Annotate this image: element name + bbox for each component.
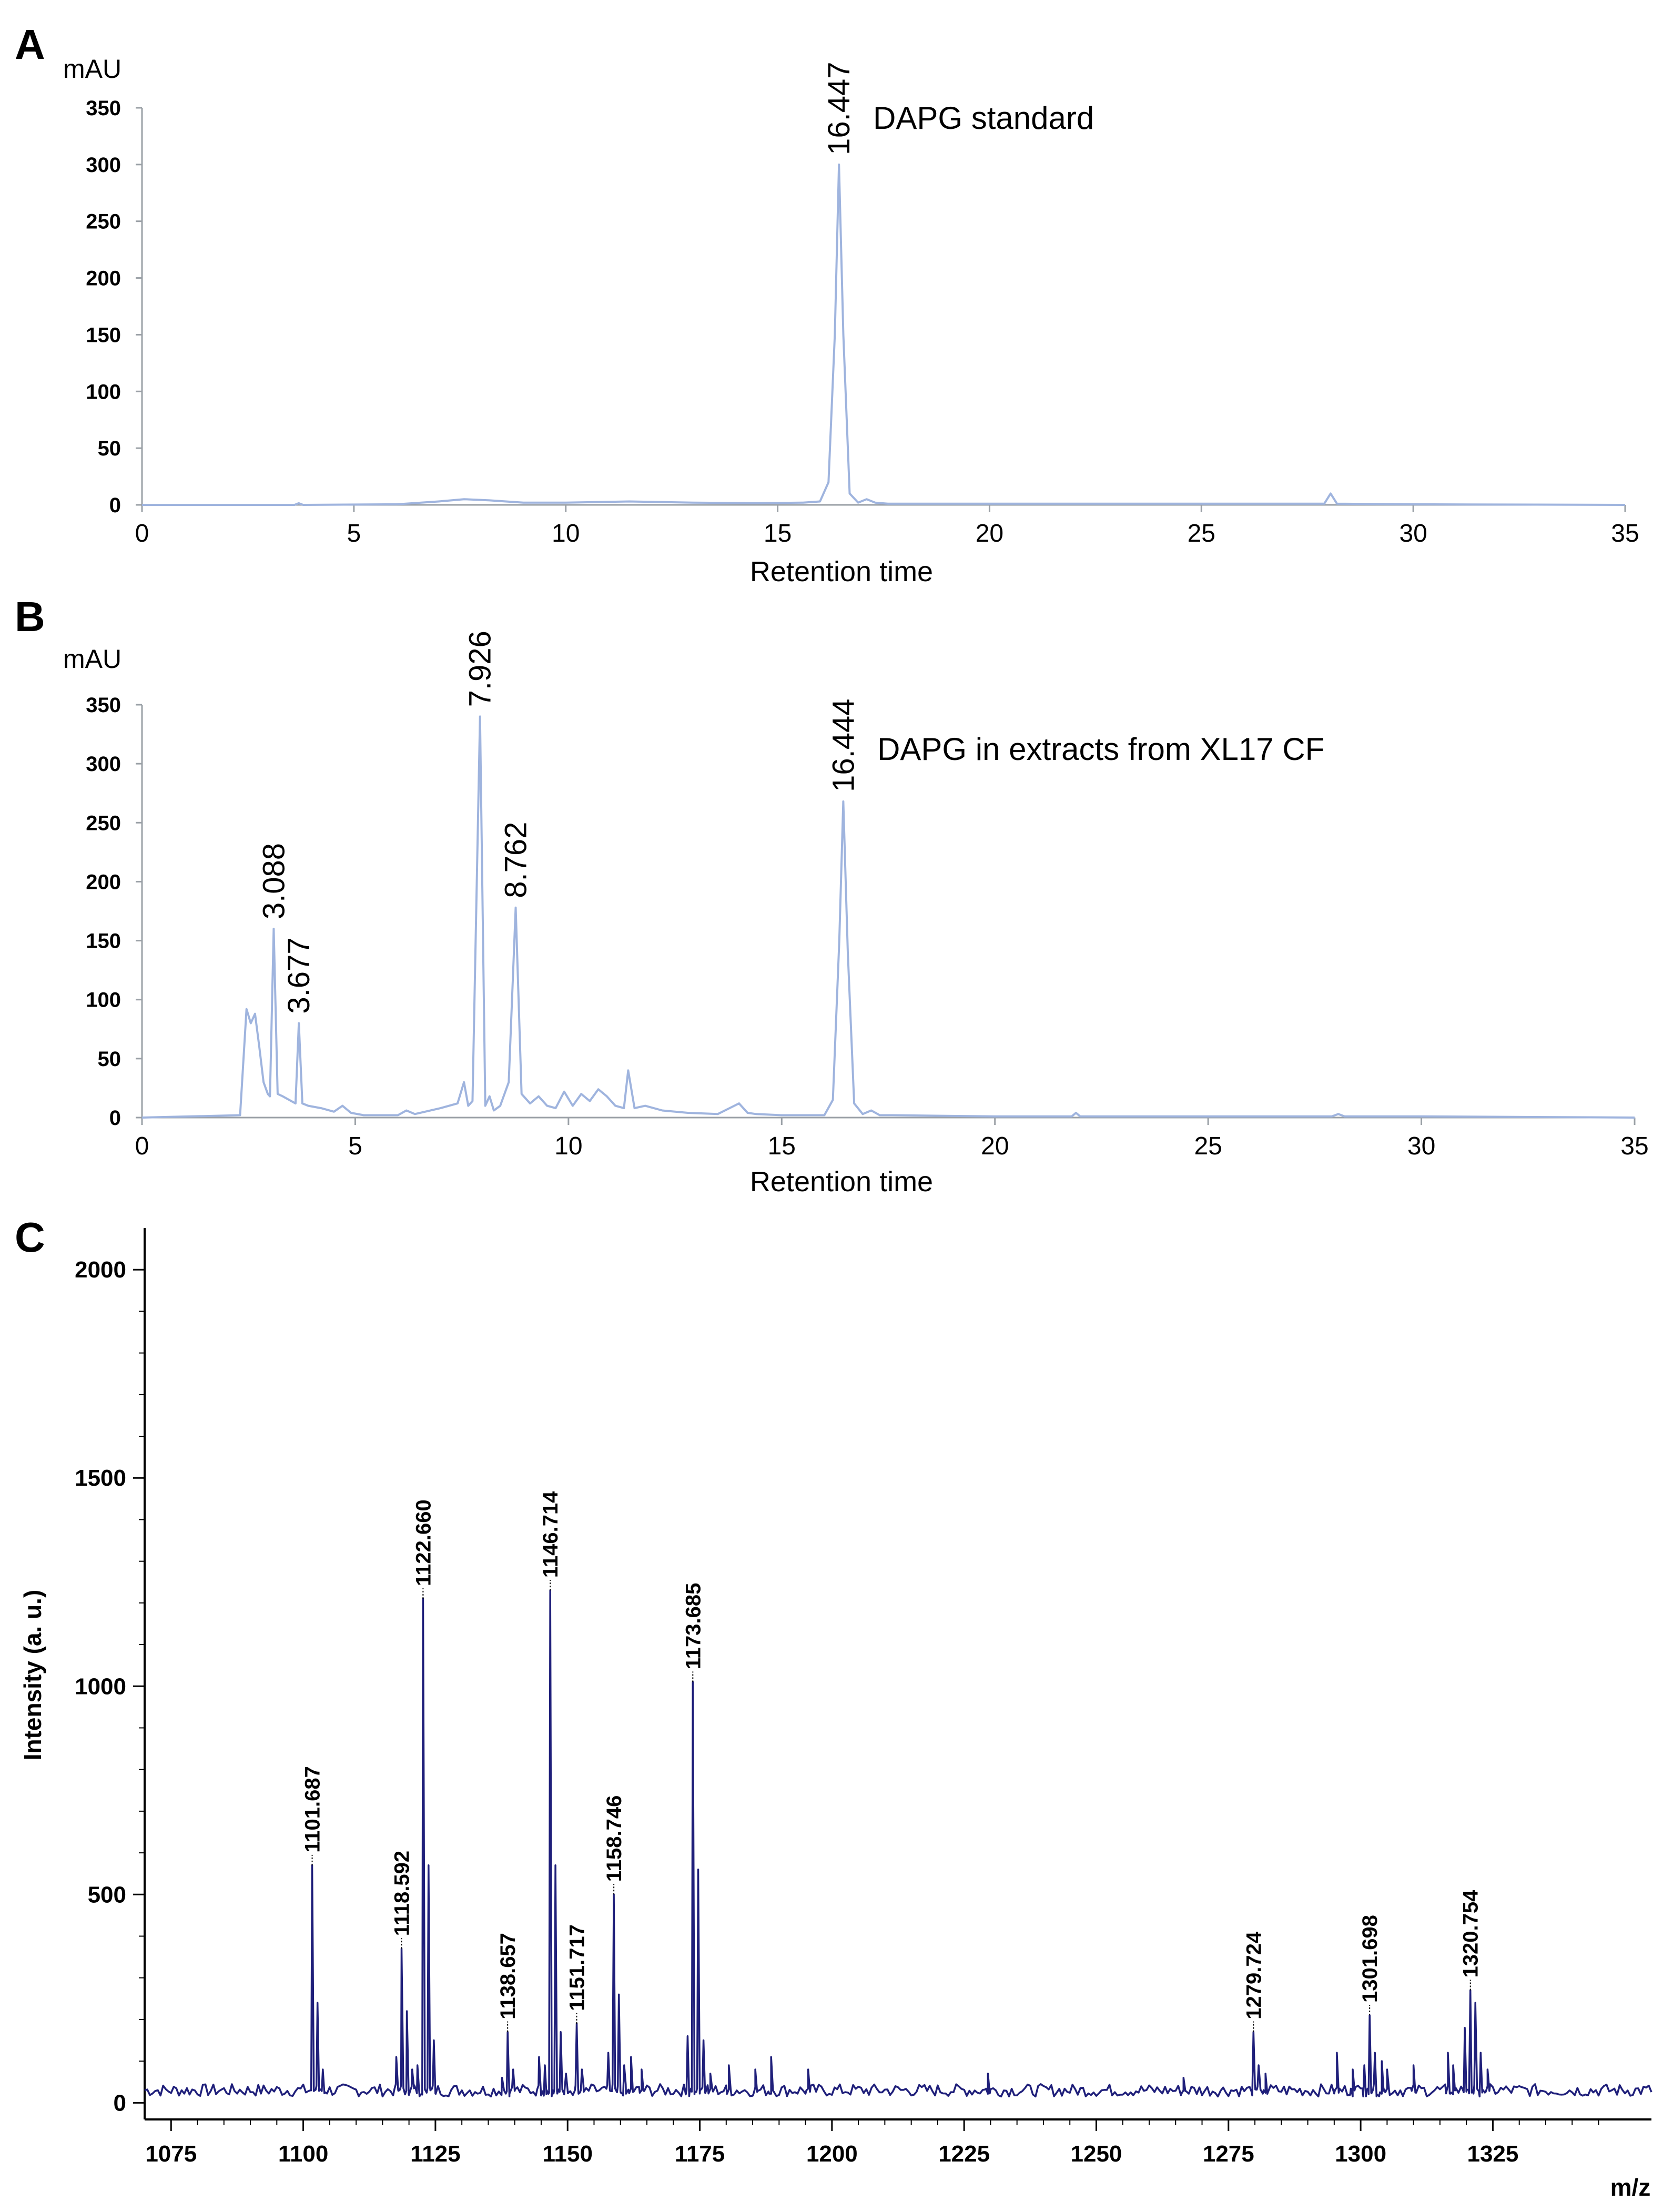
peak-label: 1146.714 — [539, 1491, 562, 1578]
x-tick-label: 35 — [1611, 520, 1639, 547]
panel-a-peak-labels: 16.447 — [822, 62, 856, 155]
peak-label: 1151.717 — [566, 1924, 589, 2011]
x-tick-label: 0 — [135, 520, 149, 547]
panel-c-x-ticks: 1075 1100 1125 1150 1175 1200 1225 1250 1275 1300… — [145, 2119, 1599, 2167]
panel-c-y-ticks: 0 500 1000 1500 2000 — [75, 1257, 145, 2116]
panel-b-y-unit: mAU — [63, 644, 121, 674]
x-tick-label: 10 — [554, 1132, 582, 1160]
y-tick-label: 350 — [86, 694, 121, 717]
x-tick-label: 10 — [552, 520, 580, 547]
peak-label: 1122.660 — [412, 1499, 435, 1586]
y-tick-label: 200 — [86, 267, 121, 290]
panel-a-y-ticks: 0 50 100 150 200 250 300 350 — [86, 97, 142, 517]
peak-label: 3.088 — [257, 843, 291, 919]
x-tick-label: 1100 — [278, 2141, 328, 2167]
panel-c-letter: C — [15, 1214, 45, 1261]
x-tick-label: 1325 — [1467, 2141, 1518, 2167]
y-tick-label: 150 — [86, 323, 121, 347]
panel-b-trace — [141, 715, 1635, 1119]
y-tick-label: 2000 — [75, 1257, 126, 1283]
peak-label: 1118.592 — [391, 1851, 414, 1936]
peak-label: 7.926 — [463, 631, 498, 707]
panel-b-peak-labels: 3.088 3.677 7.926 8.762 16.444 — [257, 631, 860, 1013]
x-tick-label: 20 — [976, 520, 1003, 547]
y-tick-label: 150 — [86, 930, 121, 953]
x-tick-label: 1200 — [806, 2141, 858, 2167]
x-tick-label: 5 — [348, 1132, 362, 1160]
panel-b-chromatogram: B mAU 0 50 100 150 200 250 300 350 0 5 10 15 20 25 30… — [15, 593, 1649, 1198]
x-tick-label: 30 — [1399, 520, 1427, 547]
panel-c-y-label: Intensity (a. u.) — [19, 1590, 46, 1761]
y-tick-label: 300 — [86, 154, 121, 177]
y-tick-label: 0 — [109, 494, 121, 517]
y-tick-label: 50 — [98, 437, 121, 460]
y-tick-label: 350 — [86, 97, 121, 120]
panel-b-x-ticks: 0 5 10 15 20 25 30 35 — [135, 1118, 1649, 1160]
peak-label: 1279.724 — [1242, 1931, 1265, 2020]
x-tick-label: 1225 — [938, 2141, 990, 2167]
panel-a-annotation: DAPG standard — [873, 100, 1094, 136]
x-tick-label: 1175 — [675, 2141, 725, 2167]
y-tick-label: 250 — [86, 210, 121, 234]
panel-b-annotation: DAPG in extracts from XL17 CF — [877, 732, 1324, 767]
y-tick-label: 0 — [109, 1107, 121, 1130]
panel-a-x-label: Retention time — [750, 556, 933, 587]
peak-label: 16.444 — [826, 698, 860, 792]
x-tick-label: 15 — [764, 520, 792, 547]
y-tick-label: 100 — [86, 380, 121, 403]
x-tick-label: 0 — [135, 1132, 149, 1160]
peak-label: 1173.685 — [682, 1583, 705, 1670]
x-tick-label: 1250 — [1071, 2141, 1122, 2167]
x-tick-label: 1150 — [542, 2141, 592, 2167]
y-tick-label: 0 — [114, 2090, 126, 2116]
panel-b-letter: B — [15, 593, 45, 640]
y-tick-label: 1500 — [75, 1465, 126, 1491]
peak-label: 1320.754 — [1459, 1890, 1483, 1978]
y-tick-label: 1000 — [75, 1673, 126, 1699]
x-tick-label: 20 — [981, 1132, 1009, 1160]
y-tick-label: 250 — [86, 811, 121, 835]
x-tick-label: 1075 — [145, 2141, 197, 2167]
panel-a-x-ticks: 0 5 10 15 20 25 30 35 — [135, 505, 1639, 547]
x-tick-label: 25 — [1188, 520, 1215, 547]
x-tick-label: 1275 — [1203, 2141, 1254, 2167]
panel-c-peak-labels: 1101.687 1118.592 1122.660 1138.657 1146.714… — [301, 1491, 1483, 2032]
panel-a-chromatogram: A mAU 0 50 100 150 200 250 300 350 0 5 10 15 20 25 30… — [15, 21, 1639, 587]
peak-label: 3.677 — [282, 937, 316, 1013]
x-tick-label: 30 — [1407, 1132, 1435, 1160]
y-tick-label: 100 — [86, 989, 121, 1012]
panel-c-x-label: m/z — [1610, 2174, 1651, 2201]
peak-label: 8.762 — [499, 822, 533, 898]
peak-label: 16.447 — [822, 62, 856, 155]
x-tick-label: 5 — [347, 520, 361, 547]
peak-label: 1138.657 — [496, 1933, 520, 2020]
panel-a-trace — [142, 163, 1626, 506]
x-tick-label: 1125 — [410, 2141, 460, 2167]
peak-label: 1101.687 — [301, 1766, 325, 1853]
panel-a-y-unit: mAU — [63, 54, 121, 84]
panel-a-letter: A — [15, 21, 45, 68]
panel-b-x-label: Retention time — [750, 1166, 933, 1198]
peak-label: 1301.698 — [1358, 1915, 1382, 2003]
y-tick-label: 300 — [86, 753, 121, 776]
y-tick-label: 50 — [98, 1048, 121, 1071]
peak-label: 1158.746 — [603, 1795, 626, 1882]
y-tick-label: 500 — [88, 1882, 126, 1907]
panel-b-y-ticks: 0 50 100 150 200 250 300 350 — [86, 694, 142, 1130]
x-tick-label: 35 — [1620, 1132, 1648, 1160]
y-tick-label: 200 — [86, 870, 121, 894]
x-tick-label: 25 — [1194, 1132, 1222, 1160]
panel-c-spectrum-trace — [144, 1589, 1652, 2098]
x-tick-label: 1300 — [1335, 2141, 1386, 2167]
x-tick-label: 15 — [768, 1132, 796, 1160]
